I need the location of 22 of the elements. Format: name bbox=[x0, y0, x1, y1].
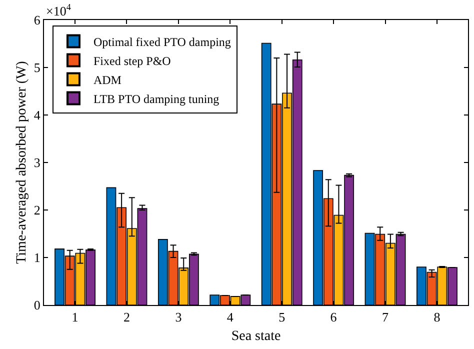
y-tick-label: 1 bbox=[34, 250, 40, 266]
x-tick-label: 7 bbox=[382, 310, 390, 325]
x-tick-label: 2 bbox=[123, 310, 130, 325]
y-tick-label: 4 bbox=[34, 108, 41, 123]
x-tick-label: 1 bbox=[72, 310, 78, 325]
y-tick-label: 6 bbox=[34, 12, 41, 28]
legend-label: ADM bbox=[93, 72, 122, 87]
x-tick-label: 3 bbox=[175, 310, 182, 325]
y-tick-label: 0 bbox=[34, 298, 40, 313]
x-tick-label: 4 bbox=[226, 310, 234, 325]
y-tick-label: 2 bbox=[34, 202, 40, 218]
legend-label: Optimal fixed PTO damping bbox=[93, 34, 231, 49]
x-tick-label: 6 bbox=[330, 310, 338, 325]
y-axis-title: Time-averaged absorbed power (W) bbox=[14, 60, 30, 264]
x-tick-label: 5 bbox=[278, 310, 286, 325]
y-tick-label: 3 bbox=[34, 155, 40, 170]
x-axis-title: Sea state bbox=[231, 328, 281, 344]
legend-label: Fixed step P&O bbox=[93, 54, 172, 68]
text: ×10$^{4}$ bbox=[46, 2, 72, 18]
x-tick-label: 8 bbox=[434, 310, 440, 325]
y-tick-label: 5 bbox=[34, 60, 40, 76]
legend-label: LTB PTO damping tuning bbox=[93, 92, 220, 106]
